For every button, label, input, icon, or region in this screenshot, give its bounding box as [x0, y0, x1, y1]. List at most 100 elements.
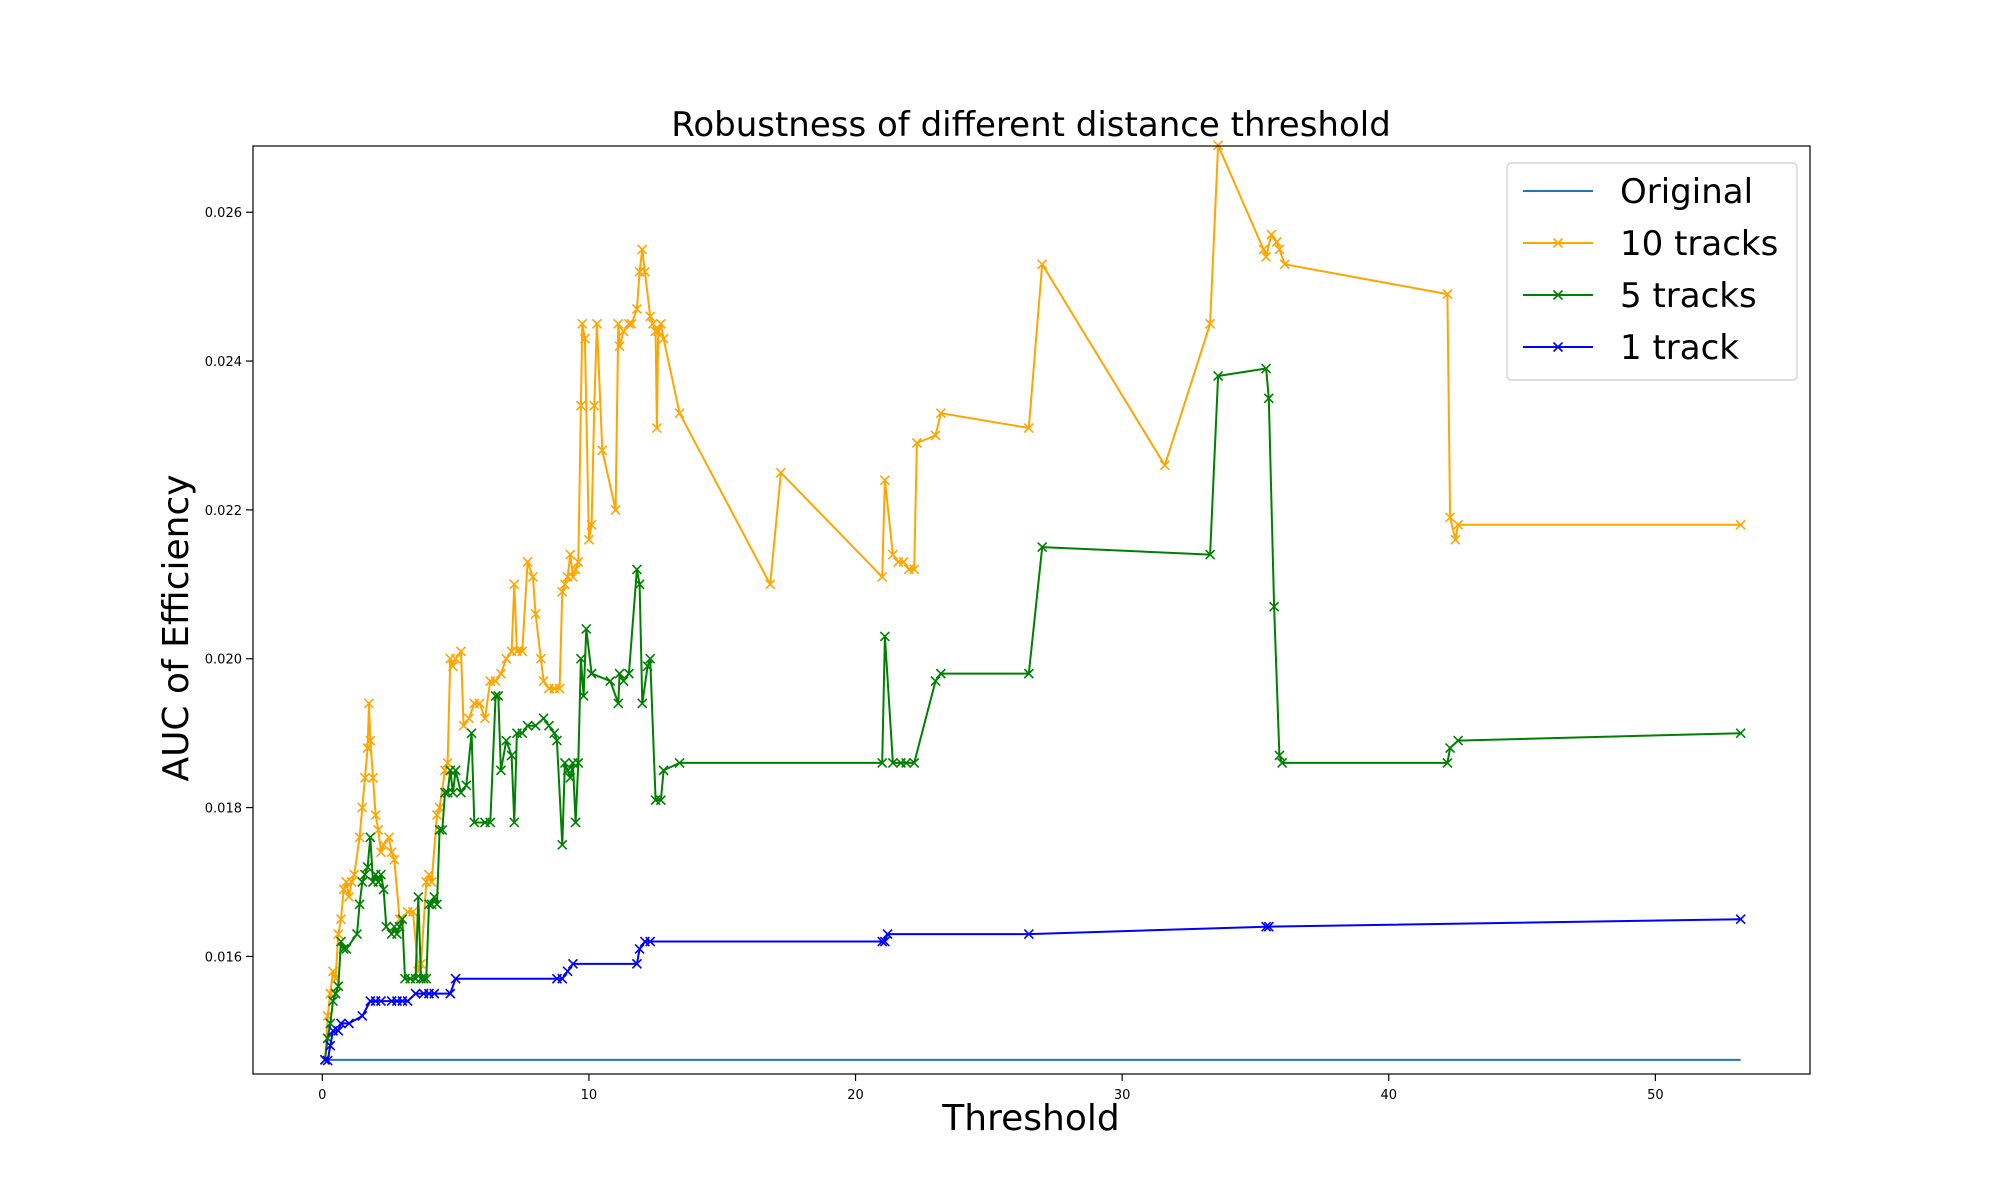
data-point-marker — [429, 891, 440, 902]
data-point-marker — [359, 772, 371, 783]
y-axis-label: AUC of Efficiency — [156, 474, 197, 781]
data-point-marker — [637, 698, 648, 709]
series-line — [324, 367, 1741, 1061]
data-point-marker — [879, 631, 890, 642]
data-point-marker — [565, 772, 576, 783]
data-point-marker — [909, 757, 920, 768]
legend-swatch-marker — [1552, 341, 1564, 353]
data-point-marker — [418, 973, 429, 984]
data-point-marker — [1279, 259, 1290, 270]
data-point-marker — [357, 876, 368, 888]
data-point-marker — [562, 966, 573, 977]
data-point-marker — [549, 728, 560, 739]
data-point-marker — [402, 996, 413, 1007]
data-point-marker — [501, 653, 512, 664]
data-point-marker — [447, 661, 459, 672]
data-point-marker — [1037, 259, 1048, 270]
data-point-marker — [1037, 542, 1048, 553]
data-point-marker — [618, 676, 629, 687]
data-point-marker — [570, 817, 581, 828]
legend-label: Original — [1620, 172, 1753, 212]
data-point-marker — [330, 988, 341, 999]
data-point-marker — [1453, 735, 1464, 746]
data-point-marker — [1023, 668, 1034, 679]
data-point-marker — [458, 720, 469, 731]
data-point-marker — [333, 929, 344, 940]
x-tick-label: 50 — [1647, 1088, 1664, 1103]
data-point-marker — [658, 765, 669, 776]
data-point-marker — [613, 318, 624, 329]
data-point-marker — [389, 854, 400, 865]
data-point-marker — [1205, 318, 1216, 329]
data-point-marker — [447, 787, 459, 798]
data-point-marker — [1266, 229, 1277, 240]
data-point-marker — [469, 817, 480, 828]
data-point-marker — [631, 958, 642, 969]
data-point-marker — [319, 1054, 331, 1065]
data-point-marker — [375, 996, 387, 1007]
data-point-marker — [455, 787, 467, 798]
data-point-marker — [431, 809, 443, 821]
data-point-marker — [887, 757, 898, 768]
data-point-marker — [357, 1010, 368, 1022]
data-point-marker — [354, 832, 365, 843]
data-point-marker — [338, 943, 349, 955]
data-point-marker — [623, 668, 634, 679]
data-point-marker — [1735, 914, 1746, 925]
data-point-marker — [455, 646, 467, 657]
data-point-marker — [474, 698, 485, 709]
data-point-marker — [898, 556, 909, 568]
data-point-marker — [655, 795, 666, 806]
data-point-marker — [578, 690, 589, 702]
data-point-marker — [335, 936, 347, 947]
data-point-marker — [1261, 363, 1272, 374]
data-point-marker — [557, 839, 568, 850]
data-point-marker — [391, 929, 403, 940]
data-point-marker — [1261, 921, 1272, 932]
data-point-marker — [378, 839, 389, 850]
data-point-marker — [327, 996, 339, 1007]
data-point-marker — [530, 609, 541, 620]
legend-item-3: 5 tracks — [1523, 276, 1757, 316]
data-point-marker — [575, 400, 586, 411]
data-point-marker — [341, 943, 352, 955]
data-point-marker — [423, 899, 435, 910]
data-point-marker — [631, 564, 642, 575]
data-point-marker — [1450, 534, 1461, 545]
data-point-marker — [357, 802, 368, 813]
legend-frame — [1506, 162, 1798, 381]
data-point-marker — [439, 787, 451, 798]
data-point-marker — [362, 862, 373, 873]
data-point-marker — [429, 988, 440, 999]
data-point-marker — [1159, 460, 1170, 471]
data-point-marker — [610, 504, 621, 515]
data-point-marker — [626, 318, 637, 329]
data-point-marker — [322, 1055, 333, 1066]
data-point-marker — [581, 623, 592, 635]
data-point-marker — [509, 817, 520, 828]
data-point-marker — [442, 757, 453, 768]
data-point-marker — [909, 564, 920, 575]
x-axis-label: Threshold — [941, 1098, 1119, 1139]
data-point-marker — [335, 914, 347, 925]
data-point-marker — [333, 1025, 344, 1036]
data-point-marker — [506, 750, 517, 761]
data-point-marker — [775, 467, 786, 478]
y-tick-label: 0.020 — [205, 653, 242, 668]
data-point-marker — [530, 720, 541, 731]
data-point-marker — [567, 958, 578, 969]
x-tick-label: 20 — [847, 1088, 864, 1103]
data-point-marker — [343, 891, 355, 902]
data-point-marker — [373, 824, 384, 835]
data-point-marker — [674, 757, 685, 768]
data-point-marker — [930, 676, 941, 687]
data-point-marker — [397, 914, 408, 925]
data-point-marker — [445, 988, 456, 999]
data-point-marker — [651, 422, 662, 434]
data-point-marker — [634, 579, 645, 590]
data-point-marker — [551, 735, 563, 746]
data-point-marker — [333, 981, 344, 992]
data-point-marker — [343, 1018, 355, 1029]
data-point-marker — [490, 676, 501, 687]
